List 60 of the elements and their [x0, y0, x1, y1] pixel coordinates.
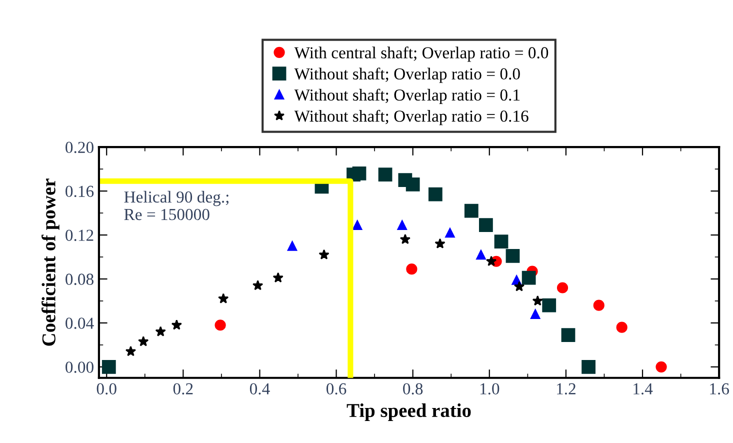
- x-tick-label: 0.0: [96, 383, 116, 395]
- point: [494, 234, 508, 249]
- point: [514, 281, 525, 292]
- point: [486, 256, 497, 266]
- y-tick-label: 0.20: [66, 142, 94, 154]
- point: [352, 166, 366, 180]
- point: [434, 238, 446, 248]
- point: [125, 346, 136, 356]
- y-tick-label: 0.00: [66, 362, 94, 373]
- x-tick-label: 0.6: [326, 383, 346, 395]
- point: [318, 249, 330, 260]
- x-tick-label: 1.4: [634, 383, 653, 395]
- legend-label: Without shaft; Overlap ratio = 0.0: [294, 68, 520, 83]
- point: [400, 234, 411, 244]
- point: [476, 250, 486, 260]
- point: [479, 218, 493, 232]
- y-tick-label: 0.16: [66, 186, 94, 198]
- point: [214, 320, 226, 331]
- point: [542, 298, 556, 312]
- x-axis-title: Tip speed ratio: [346, 403, 471, 422]
- annotation: Helical 90 deg.; Re = 150000: [124, 190, 228, 220]
- point: [218, 293, 229, 304]
- point: [406, 264, 418, 275]
- point: [522, 270, 536, 285]
- point: [532, 295, 543, 306]
- point: [464, 204, 478, 218]
- x-tick-label: 0.4: [250, 383, 270, 395]
- point: [616, 322, 628, 333]
- point: [428, 187, 442, 202]
- point: [406, 178, 420, 192]
- point: [506, 248, 520, 263]
- x-tick-label: 1.2: [557, 383, 576, 395]
- point: [272, 272, 284, 282]
- legend-label: With central shaft; Overlap ratio = 0.0: [294, 46, 548, 62]
- x-tick-label: 0.8: [403, 383, 423, 395]
- point: [593, 300, 604, 311]
- y-tick-label: 0.08: [66, 274, 94, 285]
- point: [561, 328, 576, 342]
- point: [530, 309, 540, 319]
- point: [582, 360, 596, 374]
- y-tick-label: 0.12: [66, 230, 94, 242]
- point: [556, 282, 568, 294]
- point: [287, 241, 298, 251]
- x-tick-label: 1.0: [480, 383, 500, 395]
- point: [352, 220, 362, 230]
- point: [102, 360, 116, 374]
- legend-label: Without shaft; Overlap ratio = 0.1: [294, 88, 520, 104]
- y-tick-label: 0.04: [66, 318, 94, 329]
- point: [378, 168, 392, 182]
- legend-label: Without shaft; Overlap ratio = 0.16: [294, 110, 528, 126]
- point: [171, 320, 182, 330]
- point: [138, 336, 149, 346]
- y-axis-title: Coefficient of power: [42, 178, 60, 346]
- point: [656, 361, 667, 372]
- x-tick-label: 1.6: [710, 383, 729, 395]
- point: [397, 220, 407, 230]
- point: [155, 326, 166, 336]
- point: [252, 280, 264, 290]
- point: [445, 228, 455, 238]
- x-tick-label: 0.2: [173, 383, 193, 395]
